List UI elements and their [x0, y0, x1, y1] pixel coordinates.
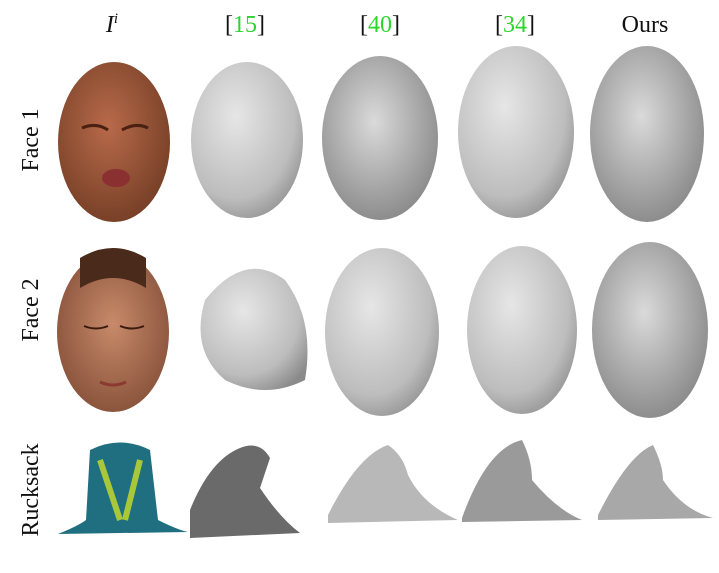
page: {"figure":{"columns":[{"base":"I","sup":… — [0, 0, 719, 573]
row-label: Face 2 — [18, 278, 44, 341]
col-header: Ours — [622, 12, 669, 38]
face-mesh — [458, 46, 574, 218]
face-mesh — [592, 242, 708, 418]
ref: 40 — [368, 12, 392, 38]
rucksack-photo — [58, 443, 188, 535]
rucksack-mesh — [462, 440, 582, 522]
face-mesh — [325, 248, 439, 416]
col-header: [15] — [225, 12, 265, 38]
bracket: [ — [225, 12, 233, 38]
row-label: Rucksack — [18, 443, 44, 536]
bracket: ] — [527, 12, 535, 38]
face-mesh — [322, 56, 438, 220]
ref: 34 — [503, 12, 527, 38]
col-header: [34] — [495, 12, 535, 38]
col-header: [40] — [360, 12, 400, 38]
face-mesh — [467, 246, 577, 414]
figure: Ii [15] [40] [34] Ours Face 1 Face 2 Ruc… — [0, 0, 719, 573]
rucksack-mesh — [190, 446, 300, 538]
bracket: [ — [495, 12, 503, 38]
rucksack-mesh — [598, 445, 713, 520]
face-mesh — [590, 46, 704, 222]
face-mesh — [191, 62, 303, 218]
header-sup: i — [114, 11, 118, 27]
col-header: Ii — [105, 11, 118, 38]
rucksack-mesh — [328, 445, 458, 523]
ref: 15 — [233, 12, 257, 38]
row-label: Face 1 — [18, 108, 44, 171]
bracket: ] — [392, 12, 400, 38]
face-photo — [57, 248, 169, 412]
face-photo — [58, 62, 170, 222]
bracket: ] — [257, 12, 265, 38]
face-mesh — [201, 269, 308, 390]
bracket: [ — [360, 12, 368, 38]
